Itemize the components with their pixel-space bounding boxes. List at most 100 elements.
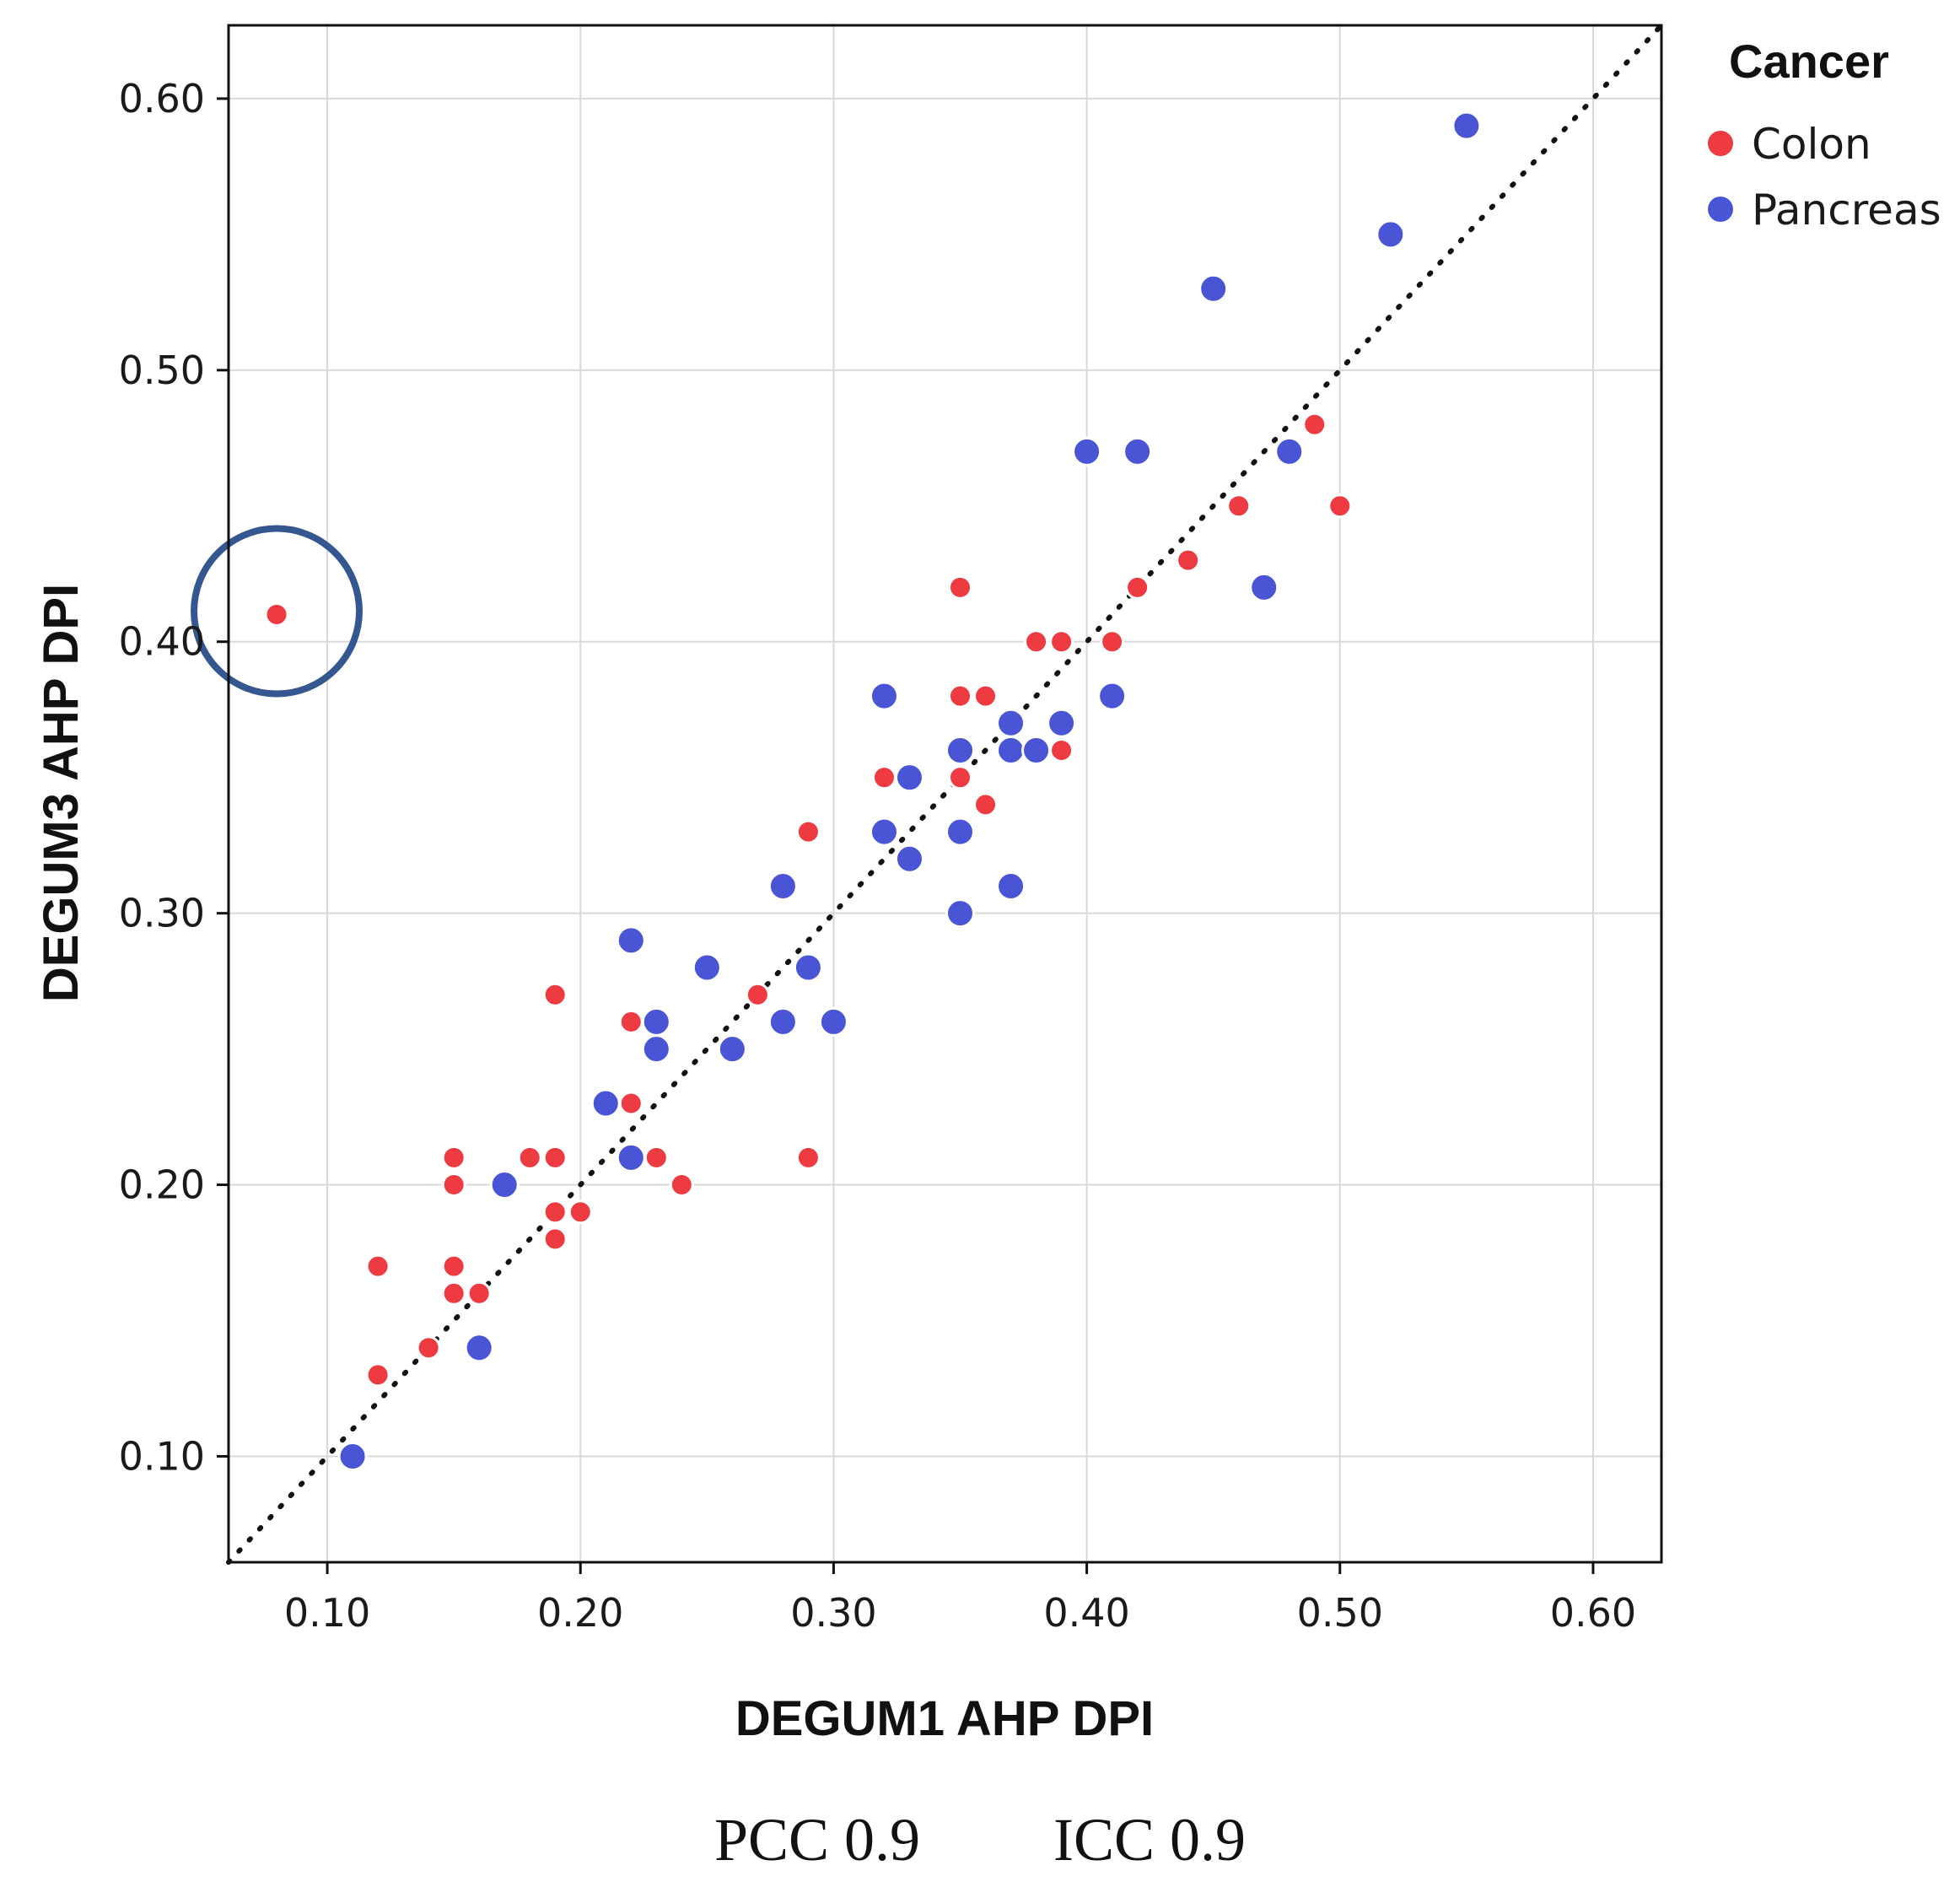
point-colon [669, 1173, 694, 1198]
point-pancreas [945, 735, 976, 765]
point-colon [1100, 629, 1125, 655]
point-colon [973, 792, 999, 817]
point-pancreas [869, 681, 899, 711]
point-colon [1226, 493, 1252, 519]
point-pancreas [641, 1034, 671, 1065]
point-colon [973, 683, 999, 709]
point-pancreas [1123, 436, 1153, 466]
point-pancreas [996, 708, 1026, 738]
point-colon [517, 1145, 542, 1170]
y-tick-label: 0.10 [119, 1433, 205, 1479]
point-pancreas [767, 871, 798, 901]
highlight-group [191, 525, 363, 698]
x-tick-label: 0.50 [1297, 1590, 1383, 1636]
point-pancreas [945, 817, 976, 847]
point-pancreas [1249, 572, 1279, 602]
point-pancreas [793, 952, 823, 983]
y-axis-title: DEGUM3 AHP DPI [34, 584, 89, 1002]
point-colon [948, 574, 973, 600]
legend-label-colon: Colon [1752, 120, 1871, 169]
legend: Cancer Colon Pancreas [1708, 35, 1941, 235]
point-colon [542, 1145, 568, 1170]
point-colon [441, 1145, 466, 1170]
point-pancreas [717, 1034, 747, 1065]
point-colon [1049, 629, 1074, 655]
point-pancreas [337, 1441, 368, 1471]
x-tick-label: 0.60 [1550, 1590, 1636, 1636]
point-colon [871, 765, 897, 790]
point-pancreas [1072, 436, 1102, 466]
point-pancreas [692, 952, 722, 983]
point-colon [1176, 547, 1201, 573]
point-pancreas [464, 1333, 494, 1363]
point-colon [948, 765, 973, 790]
point-colon [542, 982, 568, 1007]
point-pancreas [894, 763, 924, 793]
legend-label-pancreas: Pancreas [1752, 186, 1941, 235]
x-axis-title: DEGUM1 AHP DPI [735, 1691, 1154, 1746]
axis-ticks: 0.10 0.20 0.30 0.40 0.50 0.60 0.10 0.20 0.30 0.40… [119, 76, 1637, 1636]
point-pancreas [818, 1006, 848, 1037]
point-colon [466, 1280, 492, 1306]
point-colon [618, 1009, 643, 1034]
point-colon [745, 982, 770, 1007]
outlier-highlight-circle [191, 525, 363, 698]
point-pancreas [1274, 436, 1305, 466]
point-colon [948, 683, 973, 709]
x-tick-label: 0.40 [1043, 1590, 1129, 1636]
point-pancreas [641, 1006, 671, 1037]
point-pancreas [1021, 735, 1052, 765]
point-pancreas [945, 898, 976, 929]
stats-caption: PCC 0.9 ICC 0.9 [0, 1805, 1960, 1875]
point-colon [568, 1200, 593, 1225]
x-tick-label: 0.10 [284, 1590, 370, 1636]
point-colon [795, 819, 821, 844]
point-pancreas [894, 844, 924, 874]
point-pancreas [489, 1170, 520, 1200]
point-pancreas [1198, 273, 1229, 304]
y-tick-label: 0.60 [119, 76, 205, 121]
point-pancreas [616, 1142, 646, 1173]
point-colon [365, 1254, 390, 1279]
y-tick-label: 0.50 [119, 348, 205, 393]
legend-title: Cancer [1729, 35, 1889, 88]
point-colon [365, 1362, 390, 1388]
point-pancreas [1451, 111, 1482, 141]
y-tick-label: 0.30 [119, 891, 205, 936]
reference-line [226, 23, 1664, 1565]
point-pancreas [869, 817, 899, 847]
y-tick-label: 0.20 [119, 1162, 205, 1208]
point-colon [1125, 574, 1150, 600]
point-colon [441, 1280, 466, 1306]
icc-value: ICC 0.9 [1053, 1806, 1247, 1874]
x-tick-label: 0.30 [790, 1590, 876, 1636]
point-colon [264, 602, 289, 628]
point-colon [1327, 493, 1353, 519]
legend-marker-pancreas [1708, 197, 1733, 222]
pcc-value: PCC 0.9 [713, 1806, 921, 1874]
point-colon [441, 1254, 466, 1279]
point-pancreas [616, 925, 646, 956]
point-colon [795, 1145, 821, 1170]
data-points [264, 111, 1482, 1471]
point-colon [643, 1145, 669, 1170]
point-pancreas [1376, 219, 1406, 250]
x-tick-label: 0.20 [537, 1590, 623, 1636]
grid-lines [229, 25, 1661, 1562]
point-colon [416, 1335, 441, 1361]
point-colon [542, 1200, 568, 1225]
point-pancreas [1047, 708, 1077, 738]
plot-frame [227, 24, 1663, 1564]
point-colon [1049, 737, 1074, 763]
point-pancreas [590, 1088, 621, 1119]
point-pancreas [996, 871, 1026, 901]
point-colon [1024, 629, 1049, 655]
legend-marker-colon [1708, 131, 1733, 156]
point-colon [1302, 412, 1327, 437]
point-colon [441, 1173, 466, 1198]
point-pancreas [996, 735, 1026, 765]
point-pancreas [1097, 681, 1128, 711]
point-colon [542, 1227, 568, 1252]
reference-line-group [226, 23, 1664, 1565]
